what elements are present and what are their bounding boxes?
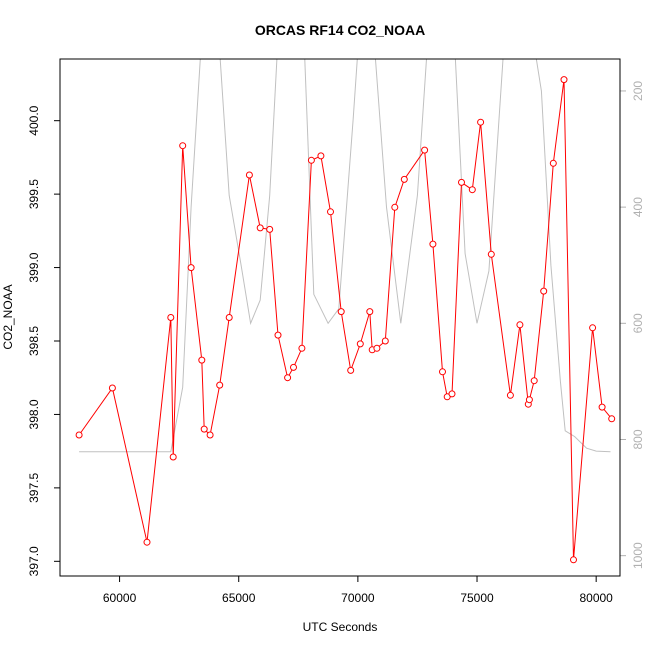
- data-point: [439, 368, 446, 376]
- data-point: [266, 225, 274, 233]
- y2-tick-label: 600: [631, 313, 645, 333]
- data-point: [290, 363, 297, 371]
- data-point: [506, 391, 514, 399]
- x-axis-label: UTC Seconds: [303, 620, 378, 634]
- data-point: [598, 403, 606, 411]
- y-tick-label: 400.0: [27, 105, 41, 135]
- data-point: [530, 377, 538, 385]
- data-point: [373, 344, 381, 352]
- data-point: [327, 208, 334, 216]
- x-tick-label: 70000: [341, 591, 375, 605]
- data-point: [167, 314, 175, 321]
- data-point: [477, 118, 485, 126]
- data-point: [108, 384, 116, 392]
- data-point: [570, 556, 577, 564]
- data-point: [589, 324, 597, 332]
- data-point: [143, 538, 151, 546]
- series-line-left: [78, 79, 613, 560]
- y2-tick-label: 200: [631, 81, 645, 101]
- data-point: [381, 337, 389, 345]
- series-line-right: [79, 59, 611, 453]
- axes-layer: 60000 65000 70000 75000 80000 397.0 397.5 398.0…: [27, 81, 645, 605]
- series-layer: [75, 59, 616, 564]
- y2-tick-label: 800: [631, 429, 645, 449]
- x-tick-label: 75000: [460, 591, 494, 605]
- data-point: [540, 287, 548, 295]
- plot-frame: [59, 58, 621, 577]
- data-point: [356, 340, 364, 348]
- y-tick-label: 397.0: [27, 546, 41, 576]
- x-tick-label: 80000: [579, 591, 613, 605]
- data-point: [391, 203, 399, 211]
- data-point: [337, 308, 345, 316]
- x-tick-label: 65000: [222, 591, 256, 605]
- data-point: [525, 396, 533, 404]
- y-tick-label: 398.5: [27, 326, 41, 356]
- data-point: [187, 264, 195, 272]
- data-point: [216, 381, 224, 389]
- y2-tick-label: 400: [631, 197, 645, 217]
- y-tick-label: 399.0: [27, 252, 41, 282]
- y-axis-label: CO2_NOAA: [1, 284, 15, 349]
- data-point: [225, 314, 233, 321]
- data-point: [298, 344, 306, 352]
- data-point: [75, 431, 83, 439]
- y-tick-label: 398.0: [27, 399, 41, 429]
- data-point: [206, 431, 214, 439]
- data-point: [200, 425, 208, 433]
- data-point: [274, 331, 282, 339]
- data-point: [448, 390, 456, 398]
- data-point: [198, 356, 206, 364]
- data-point: [421, 146, 429, 154]
- y2-tick-label: 1000: [631, 542, 645, 569]
- data-point: [468, 186, 476, 194]
- y-tick-label: 397.5: [27, 473, 41, 503]
- data-point: [560, 76, 568, 84]
- data-point: [608, 415, 616, 423]
- data-point: [458, 178, 465, 186]
- data-point: [549, 159, 557, 167]
- data-point: [179, 142, 187, 150]
- data-point: [347, 366, 355, 374]
- data-point: [366, 308, 374, 316]
- chart-title: ORCAS RF14 CO2_NOAA: [255, 22, 425, 38]
- data-point: [317, 152, 325, 160]
- y-tick-label: 399.5: [27, 179, 41, 209]
- data-point: [307, 156, 315, 164]
- data-point: [169, 453, 177, 461]
- x-tick-label: 60000: [103, 591, 137, 605]
- data-point: [256, 224, 264, 232]
- data-point: [516, 321, 524, 329]
- data-point: [429, 240, 437, 248]
- data-point: [400, 175, 408, 183]
- data-point: [487, 250, 495, 258]
- data-point: [284, 374, 292, 382]
- data-point: [245, 171, 253, 179]
